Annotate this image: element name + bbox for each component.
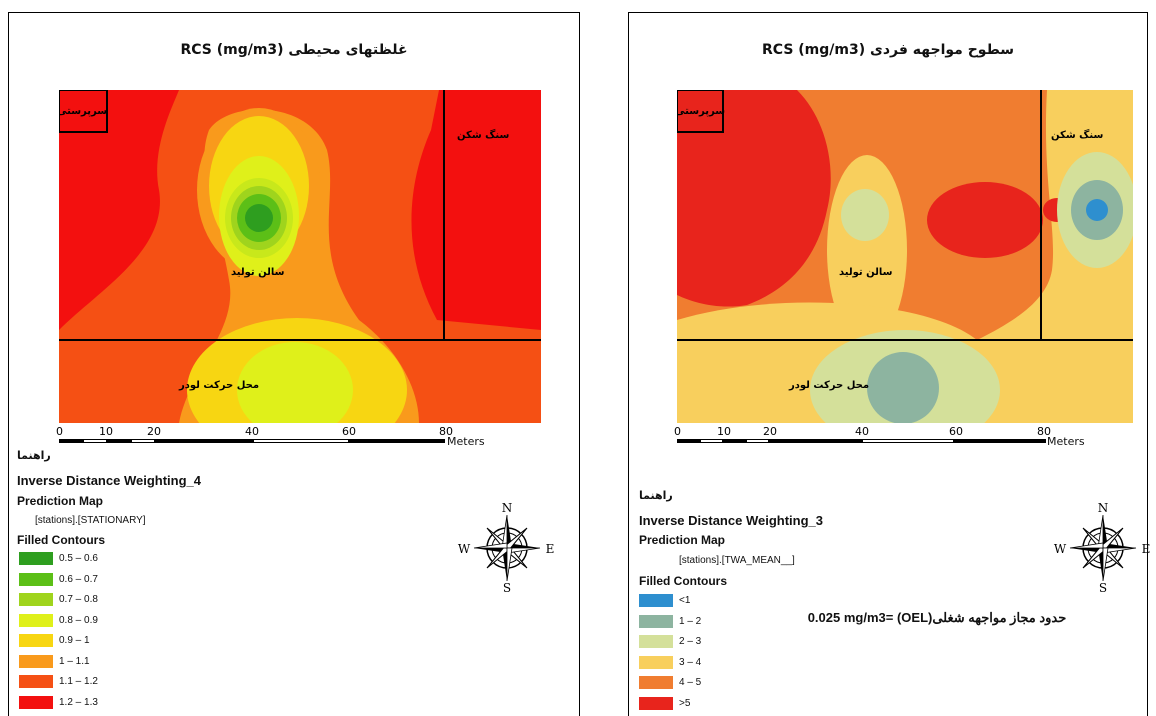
supervisor-boundary <box>59 90 108 133</box>
legend-swatch <box>639 655 673 669</box>
legend-swatch <box>639 676 673 689</box>
contour-map: سرپرستی سنگ شکن سالن تولید محل حرکت لودر <box>59 90 541 423</box>
contour-band-0.5-0.6 <box>245 204 273 232</box>
compass-n: N <box>502 503 513 515</box>
compass-s: S <box>503 581 511 593</box>
map-title: غلظتهای محیطی RCS (mg/m3) <box>180 42 408 58</box>
legend-label: 1 – 1.1 <box>59 655 90 667</box>
legend-label: 2 – 3 <box>679 636 702 647</box>
legend-label: 0.5 – 0.6 <box>59 553 98 564</box>
legend-label: 1.2 – 1.3 <box>59 696 98 708</box>
legend-contours-title: Filled Contours <box>17 533 105 547</box>
compass-icon: N S E W <box>1054 501 1151 595</box>
legend-swatch <box>19 593 53 606</box>
scale-tick: 40 <box>245 425 259 438</box>
legend-swatch <box>19 634 53 647</box>
scale-tick: 60 <box>949 425 963 438</box>
contour-band-2-3-center <box>841 189 889 241</box>
legend-layer-name: Inverse Distance Weighting_4 <box>17 473 201 488</box>
compass-n: N <box>1098 503 1109 515</box>
contour-band-lt1 <box>1086 199 1108 221</box>
compass-w: W <box>1054 542 1067 556</box>
scale-tick: 10 <box>99 425 113 438</box>
legend-label: 0.7 – 0.8 <box>59 594 98 605</box>
compass-rose: N S E W <box>1053 501 1153 597</box>
compass-w: W <box>458 542 471 556</box>
legend-swatch <box>639 614 673 628</box>
legend-swatch <box>19 613 53 627</box>
scale-tick: 40 <box>855 425 869 438</box>
contour-surface <box>677 90 1133 423</box>
legend-swatch <box>639 696 673 710</box>
legend-heading: راهنما <box>17 449 51 462</box>
legend-label: 3 – 4 <box>679 656 702 668</box>
scale-tick: 0 <box>56 425 63 438</box>
map-title: سطوح مواجهه فردی RCS (mg/m3) <box>762 42 1014 58</box>
scale-bar: 0 10 20 40 60 80 Meters <box>56 425 485 461</box>
oel-note: حدود مجاز مواجهه شغلی(OEL) =0.025 mg/m3 <box>807 610 1067 625</box>
legend-swatch <box>19 695 53 709</box>
compass-e: E <box>1142 542 1151 556</box>
scale-tick: 80 <box>1037 425 1051 438</box>
zone-label-production: سالن تولید <box>839 267 893 278</box>
legend-swatch <box>639 635 673 648</box>
scale-units: Meters <box>1047 435 1085 448</box>
legend-map-type: Prediction Map <box>17 494 104 508</box>
scale-tick: 0 <box>674 425 681 438</box>
stationary-map-panel: غلظتهای محیطی RCS (mg/m3) سرپرستی سنگ شک… <box>8 12 580 716</box>
legend-label: <1 <box>679 595 691 606</box>
contour-band-gt5-center <box>927 182 1043 258</box>
contour-surface <box>59 90 541 423</box>
zone-label-supervisor: سرپرستی <box>677 106 726 117</box>
zone-label-supervisor: سرپرستی <box>59 106 108 117</box>
legend-contours-title: Filled Contours <box>639 574 727 588</box>
legend-label: >5 <box>679 697 691 709</box>
compass-icon: N S E W <box>458 501 555 595</box>
scale-tick: 80 <box>439 425 453 438</box>
legend-heading: راهنما <box>639 489 673 502</box>
supervisor-boundary <box>677 90 724 133</box>
legend-field: [stations].[STATIONARY] <box>35 515 146 526</box>
exposure-map-panel: سطوح مواجهه فردی RCS (mg/m3) سرپرستی سنگ… <box>628 12 1150 716</box>
scale-tick: 60 <box>342 425 356 438</box>
scale-units: Meters <box>447 435 485 448</box>
legend-swatch <box>19 572 53 586</box>
scale-tick: 20 <box>763 425 777 438</box>
contour-band-1-2-south <box>867 352 939 423</box>
legend-swatch <box>639 594 673 607</box>
legend-label: 1 – 2 <box>679 615 702 627</box>
legend-label: 1.1 – 1.2 <box>59 676 98 687</box>
scale-tick: 10 <box>717 425 731 438</box>
compass-s: S <box>1099 581 1107 593</box>
legend-swatch <box>19 675 53 688</box>
zone-label-loader: محل حرکت لودر <box>789 380 870 391</box>
compass-e: E <box>546 542 555 556</box>
zone-label-loader: محل حرکت لودر <box>179 380 260 391</box>
scale-bar: 0 10 20 40 60 80 Meters <box>674 425 1097 461</box>
legend-map-type: Prediction Map <box>639 533 726 547</box>
contour-map: سرپرستی سنگ شکن سالن تولید محل حرکت لودر <box>677 90 1133 423</box>
legend-swatch <box>19 552 53 565</box>
scale-tick: 20 <box>147 425 161 438</box>
contour-band-0.8-0.9-south <box>237 342 353 423</box>
legend-label: 0.6 – 0.7 <box>59 573 98 585</box>
legend-field: [stations].[TWA_MEAN__] <box>679 555 795 566</box>
zone-label-crusher: سنگ شکن <box>457 130 510 141</box>
legend-layer-name: Inverse Distance Weighting_3 <box>639 513 823 528</box>
legend-label: 0.9 – 1 <box>59 635 90 646</box>
zone-label-production: سالن تولید <box>231 267 285 278</box>
legend-label: 4 – 5 <box>679 677 702 688</box>
legend-swatch <box>19 654 53 668</box>
contour-band-gt5-west <box>677 90 831 307</box>
compass-rose: N S E W <box>457 501 557 597</box>
zone-label-crusher: سنگ شکن <box>1051 130 1104 141</box>
legend-label: 0.8 – 0.9 <box>59 614 98 626</box>
